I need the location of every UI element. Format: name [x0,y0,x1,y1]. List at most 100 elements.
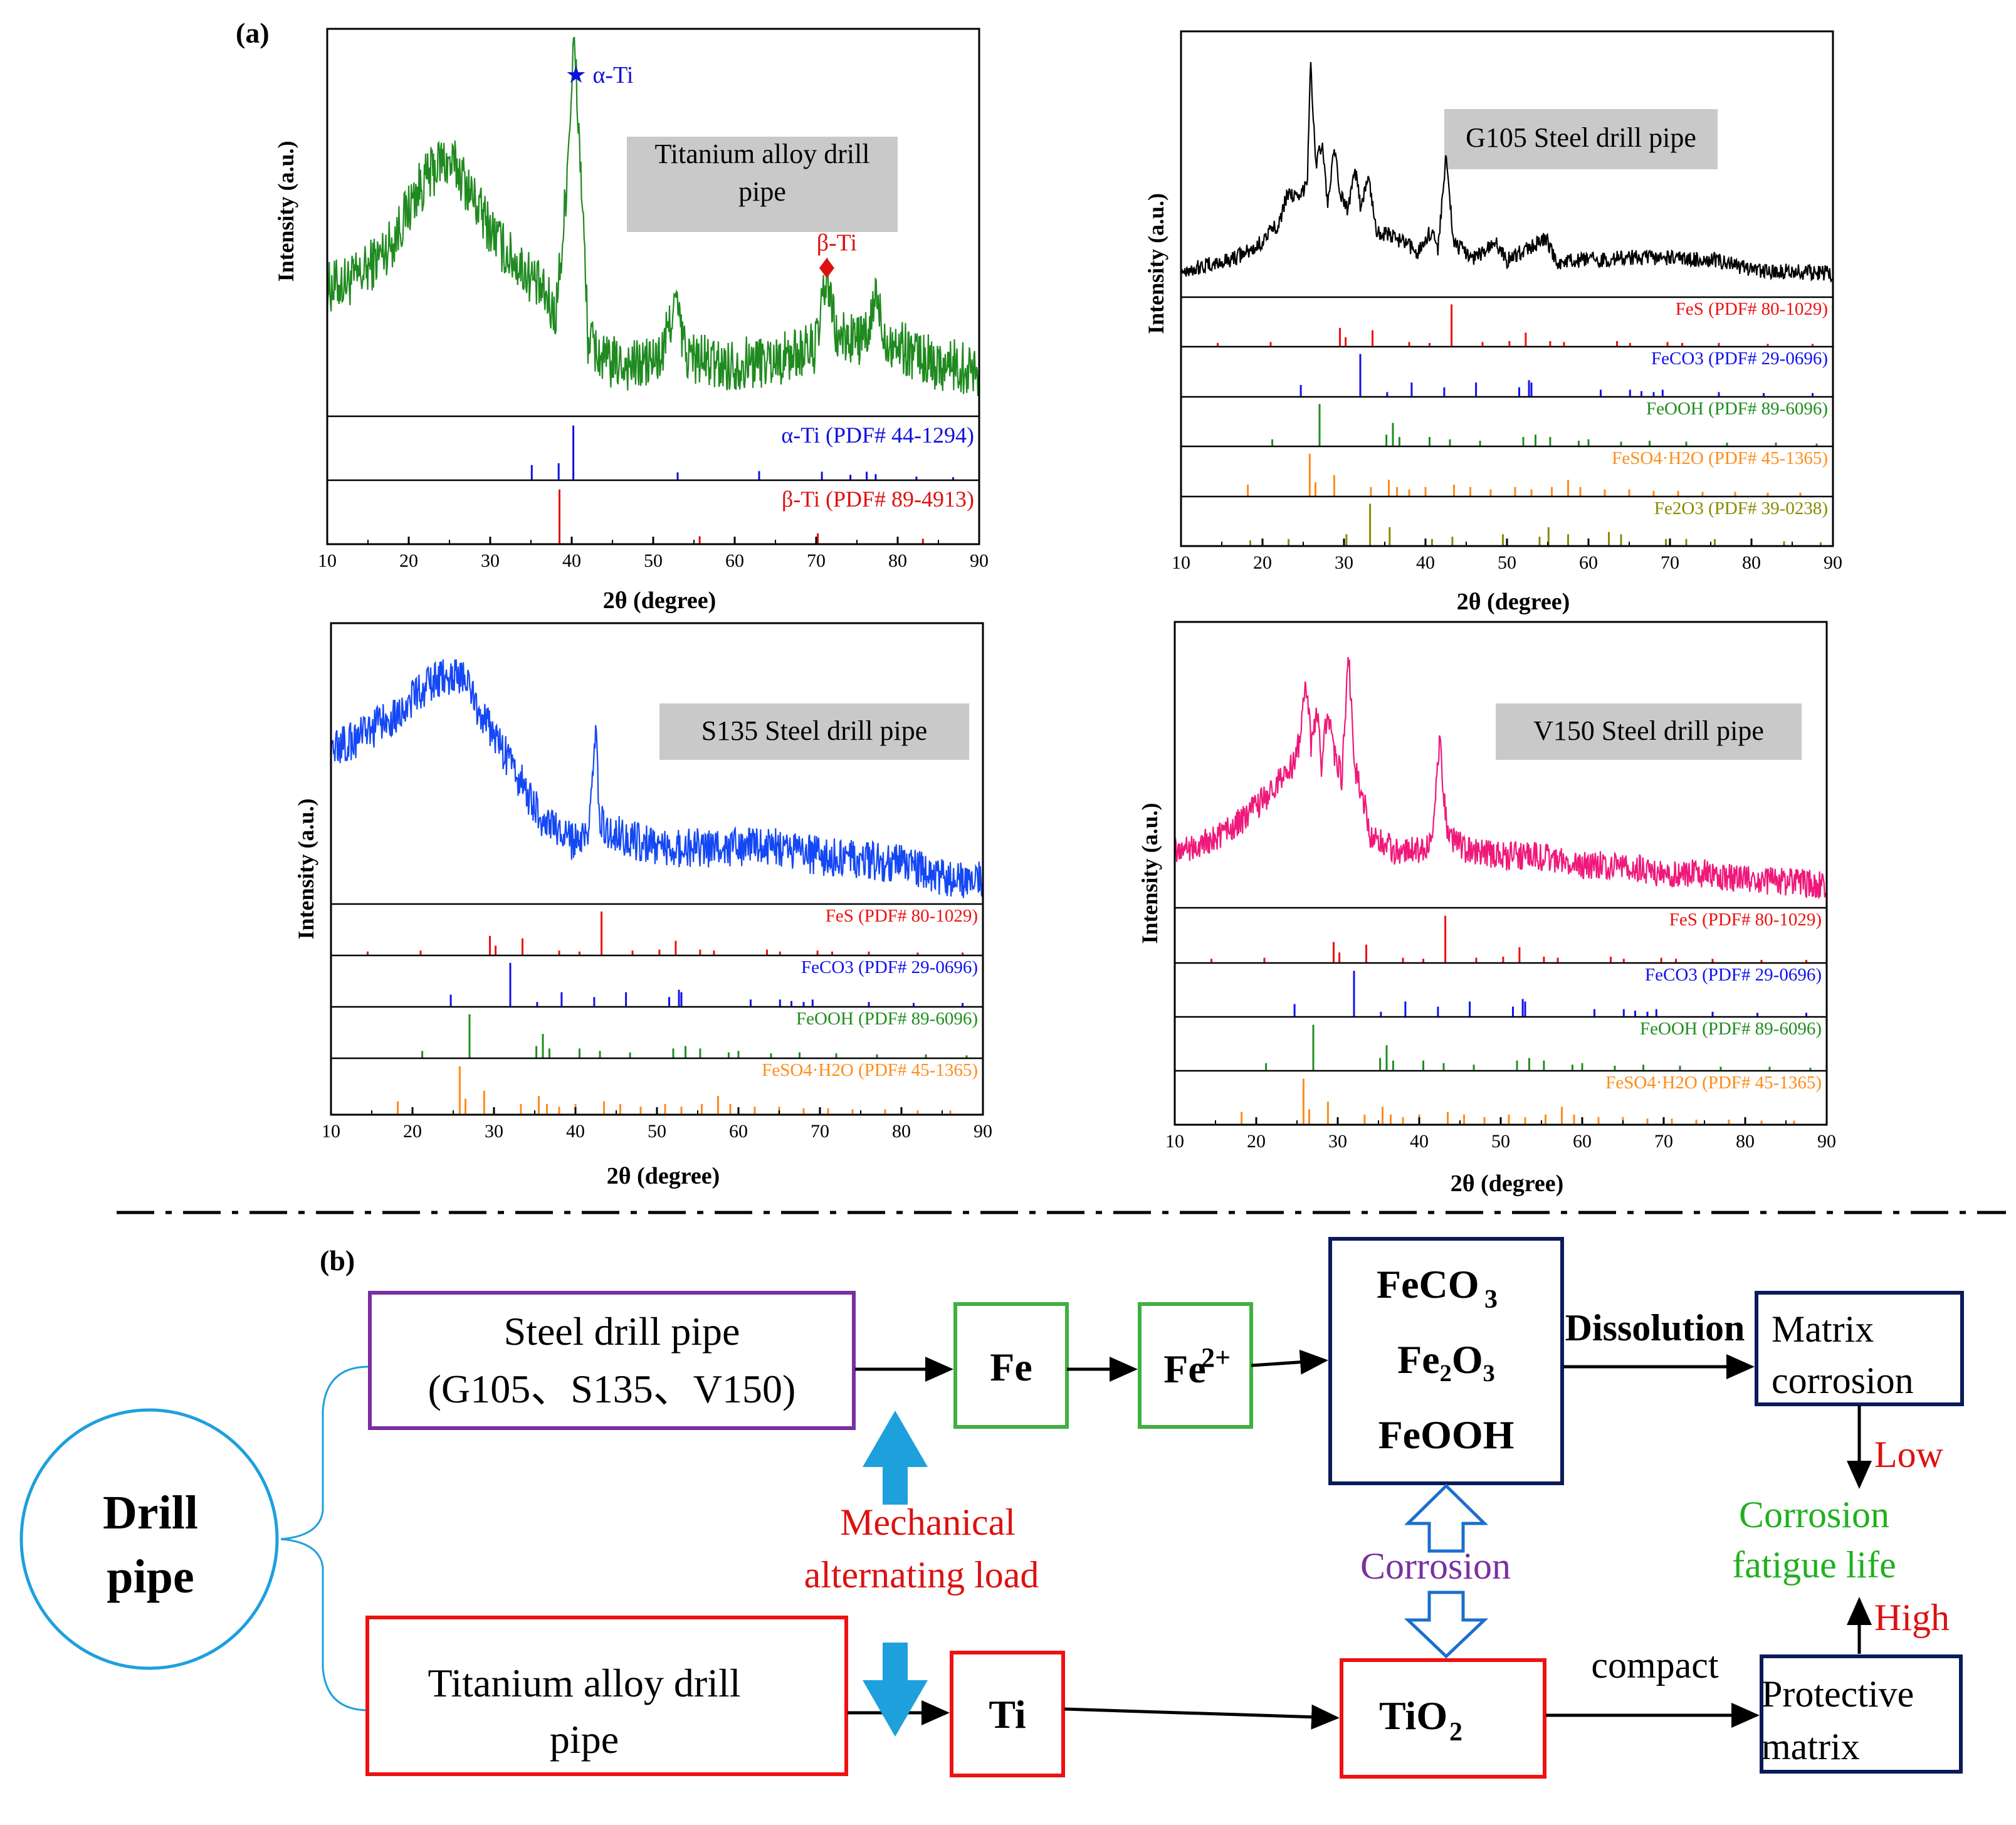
brace-connector [280,1365,369,1712]
x-tick-label: 80 [1736,1131,1755,1152]
x-tick-label: 10 [318,550,337,571]
x-tick-label: 70 [811,1121,829,1142]
chart-title-box [659,703,969,760]
reference-label: FeOOH (PDF# 89-6096) [1646,399,1828,419]
x-tick-label: 20 [399,550,418,571]
chart-v150-xrd: V150 Steel drill pipe FeS (PDF# 80-1029) F… [1137,621,1836,1197]
chart-s135-xrd: S135 Steel drill pipe FeS (PDF# 80-1029) F… [293,622,992,1189]
fe-box [953,1302,1069,1429]
drill-pipe-label-2: pipe [107,1550,194,1603]
matrix-corrosion-label-1: Matrix [1772,1308,1874,1350]
chart-title: S135 Steel drill pipe [701,715,928,746]
x-tick-label: 40 [562,550,581,571]
plot-frame [326,28,980,545]
reference-label: β-Ti (PDF# 89-4913) [782,486,974,512]
chart-title: G105 Steel drill pipe [1466,122,1696,153]
titanium-pipe-label-1: Titanium alloy drill [428,1661,741,1705]
chart-title: Titanium alloy drill [654,139,869,169]
x-tick-label: 10 [322,1121,340,1142]
x-tick-label: 70 [1661,552,1679,573]
chart-title-box [1496,703,1802,760]
matrix-corrosion-box [1755,1291,1964,1406]
x-tick-label: 80 [892,1121,911,1142]
chart-title: pipe [738,176,786,207]
reference-label: α-Ti (PDF# 44-1294) [781,423,974,448]
tio2-sub: 2 [1449,1718,1462,1747]
chart-title-box [627,137,898,232]
reference-label: FeSO4·H2O (PDF# 45-1365) [1612,448,1828,468]
x-axis-label: 2θ (degree) [1457,589,1570,615]
steel-pipe-label-2: (G105、S135、V150) [428,1367,796,1411]
mech-load-arrow-up [863,1411,928,1505]
x-tick-label: 30 [1335,552,1353,573]
series-line [326,36,980,397]
feco3-sub: 3 [1484,1285,1498,1314]
reference-label: Fe2O3 (PDF# 39-0238) [1654,498,1828,518]
x-tick-label: 80 [888,550,907,571]
x-tick-label: 30 [485,1121,503,1142]
peak-marker [819,258,834,278]
drill-pipe-label-1: Drill [103,1486,198,1539]
x-axis-label: 2θ (degree) [607,1163,720,1189]
titanium-pipe-box [365,1616,848,1776]
corrosion-arrow-up [1404,1483,1489,1553]
series-line [330,659,984,899]
panel-b-label: (b) [320,1244,355,1276]
ti-label: Ti [989,1692,1026,1737]
high-label: High [1874,1597,1950,1638]
reference-label: FeSO4·H2O (PDF# 45-1365) [1605,1073,1822,1093]
tio2-box [1340,1658,1546,1779]
x-tick-label: 60 [729,1121,748,1142]
panel-a-label: (a) [236,17,270,49]
reference-label: FeOOH (PDF# 89-6096) [796,1009,978,1029]
steel-pipe-label-1: Steel drill pipe [504,1309,740,1354]
x-tick-label: 40 [1416,552,1435,573]
reference-label: FeS (PDF# 80-1029) [1669,910,1822,930]
reference-label: FeCO3 (PDF# 29-0696) [801,957,978,977]
fe2plus-sup: 2+ [1201,1342,1231,1373]
x-tick-label: 20 [1253,552,1272,573]
series-line [1173,657,1828,899]
chart-g105-xrd: G105 Steel drill pipe FeS (PDF# 80-1029) F… [1143,30,1842,615]
mech-load-label-1: Mechanical [840,1502,1016,1543]
mech-load-label-2: alternating load [804,1554,1039,1596]
reference-label: FeOOH (PDF# 89-6096) [1640,1019,1822,1039]
corrosion-label: Corrosion [1360,1545,1511,1587]
x-tick-label: 10 [1172,552,1190,573]
x-tick-label: 50 [644,550,663,571]
x-tick-label: 40 [1410,1131,1429,1152]
y-axis-label: Intensity (a.u.) [1137,802,1162,944]
x-tick-label: 90 [1817,1131,1836,1152]
x-tick-label: 50 [1498,552,1516,573]
low-label: Low [1874,1434,1944,1475]
compact-label: compact [1591,1644,1719,1686]
reference-label: FeSO4·H2O (PDF# 45-1365) [762,1060,978,1080]
fe-label: Fe [990,1345,1032,1389]
flow-diagram: Drill pipe Steel drill pipe (G105、S135、V… [19,1237,1964,1779]
y-axis-label: Intensity (a.u.) [273,140,298,281]
x-tick-label: 90 [974,1121,992,1142]
x-tick-label: 30 [1328,1131,1347,1152]
fatigue-life-label-2: fatigue life [1732,1544,1896,1586]
chart-title-box [1444,109,1718,169]
x-axis-label: 2θ (degree) [1451,1170,1564,1197]
protective-matrix-label-1: Protective [1761,1673,1914,1715]
arrow-fe2plus-to-products [1251,1349,1328,1375]
ti-box [950,1651,1065,1777]
protective-matrix-box [1760,1654,1963,1774]
x-tick-label: 30 [481,550,500,571]
feco3-label: FeCO [1377,1262,1479,1307]
steel-pipe-box [368,1291,856,1430]
x-tick-label: 40 [566,1121,585,1142]
reference-label: FeS (PDF# 80-1029) [826,906,978,926]
x-tick-label: 20 [1247,1131,1266,1152]
x-tick-label: 90 [970,550,989,571]
corrosion-arrow-down [1404,1591,1489,1659]
x-tick-label: 60 [1573,1131,1592,1152]
protective-matrix-label-2: matrix [1761,1726,1860,1767]
matrix-corrosion-label-2: corrosion [1772,1360,1914,1401]
mech-load-arrow-down [863,1643,928,1737]
fatigue-life-label-1: Corrosion [1739,1494,1889,1535]
dissolution-label: Dissolution [1565,1307,1745,1349]
